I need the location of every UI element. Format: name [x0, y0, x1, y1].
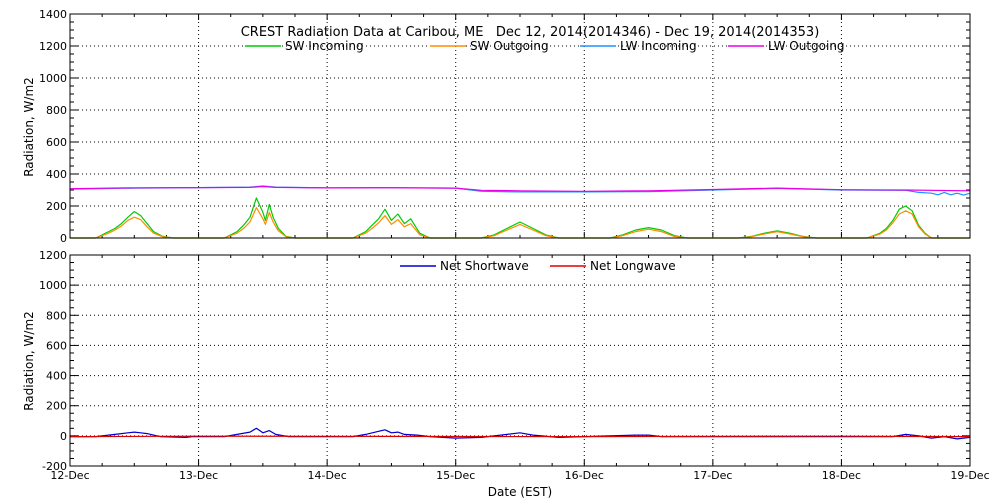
- y-tick-label: 400: [46, 168, 67, 181]
- legend-label: LW Outgoing: [768, 39, 845, 53]
- legend-label: LW Incoming: [620, 39, 697, 53]
- y-tick-label: 1200: [39, 40, 67, 53]
- series-line-sw-incoming: [70, 198, 970, 238]
- y-tick-label: 1200: [39, 249, 67, 262]
- x-tick-label: 12-Dec: [50, 469, 89, 482]
- y-tick-label: 800: [46, 309, 67, 322]
- plot-frame: [70, 255, 970, 466]
- legend-label: Net Longwave: [590, 259, 676, 273]
- x-tick-label: 19-Dec: [950, 469, 989, 482]
- y-tick-label: 400: [46, 370, 67, 383]
- y-tick-label: 1400: [39, 8, 67, 21]
- series-line-lw-outgoing: [70, 187, 970, 192]
- y-tick-label: 200: [46, 400, 67, 413]
- x-axis-label: Date (EST): [488, 485, 552, 499]
- x-tick-label: 15-Dec: [436, 469, 475, 482]
- legend-label: SW Outgoing: [470, 39, 549, 53]
- x-tick-label: 16-Dec: [565, 469, 604, 482]
- y-axis-label-bottom: Radiation, W/m2: [22, 311, 36, 411]
- x-tick-label: 14-Dec: [308, 469, 347, 482]
- y-tick-label: 800: [46, 104, 67, 117]
- x-tick-label: 17-Dec: [693, 469, 732, 482]
- y-tick-label: 600: [46, 136, 67, 149]
- y-axis-label-top: Radiation, W/m2: [22, 77, 36, 177]
- y-tick-label: 600: [46, 339, 67, 352]
- series-line-sw-outgoing: [70, 208, 970, 238]
- legend-label: SW Incoming: [285, 39, 364, 53]
- y-tick-label: 0: [60, 430, 67, 443]
- chart-title: CREST Radiation Data at Caribou, ME Dec …: [241, 25, 820, 40]
- x-tick-label: 18-Dec: [822, 469, 861, 482]
- y-tick-label: 1000: [39, 279, 67, 292]
- y-tick-label: 200: [46, 200, 67, 213]
- series-line-net-shortwave: [70, 428, 970, 439]
- x-tick-label: 13-Dec: [179, 469, 218, 482]
- y-tick-label: 1000: [39, 72, 67, 85]
- legend-label: Net Shortwave: [440, 259, 529, 273]
- y-tick-label: 0: [60, 232, 67, 245]
